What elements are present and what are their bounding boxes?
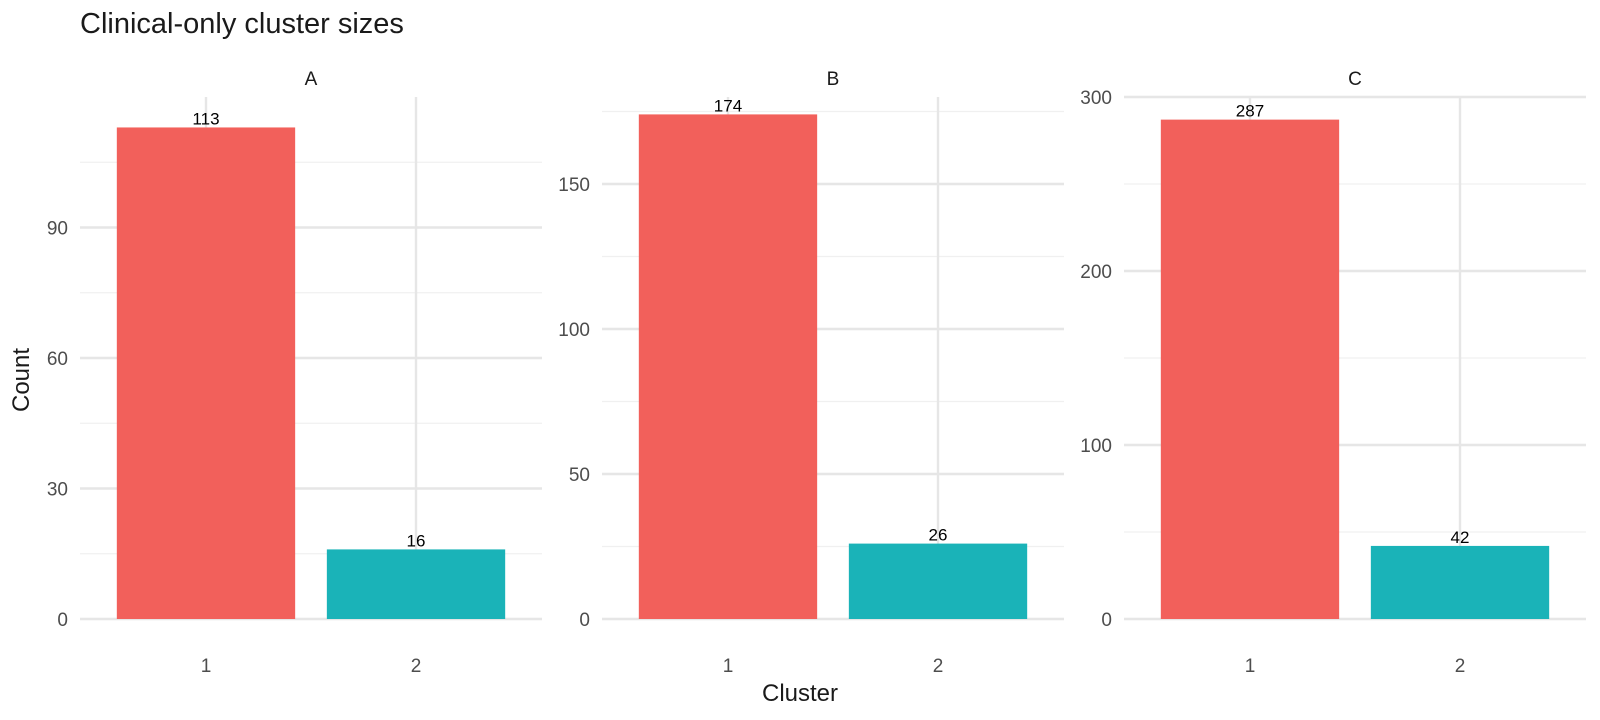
panel-a-bar-1 bbox=[116, 127, 296, 619]
x-axis-label: Cluster bbox=[761, 680, 839, 707]
panel-b-bar-2 bbox=[848, 543, 1028, 619]
panel-c-y-tick-label: 200 bbox=[1080, 262, 1112, 283]
panel-c-data-label-2: 42 bbox=[1451, 528, 1470, 547]
panel-c-y-tick-label: 100 bbox=[1080, 436, 1112, 457]
panel-a-strip-label: A bbox=[305, 69, 318, 90]
panel-c-x-tick-label-2: 2 bbox=[1455, 656, 1466, 677]
panel-a-y-tick-label: 30 bbox=[47, 480, 68, 501]
panel-c-bar-2 bbox=[1370, 545, 1550, 619]
panel-c-y-tick-label: 300 bbox=[1080, 88, 1112, 109]
panel-b-y-tick-label: 150 bbox=[558, 175, 590, 196]
chart-title: Clinical-only cluster sizes bbox=[80, 8, 404, 40]
panel-a-y-tick-label: 60 bbox=[47, 349, 68, 370]
panel-a-y-tick-label: 0 bbox=[57, 610, 68, 631]
panel-a-bar-2 bbox=[326, 549, 506, 619]
panel-b-x-tick-label-1: 1 bbox=[723, 656, 734, 677]
panel-c-strip-label: C bbox=[1348, 69, 1362, 90]
panel-b-strip-label: B bbox=[827, 69, 840, 90]
panel-b-data-label-1: 174 bbox=[714, 96, 742, 115]
panel-a-data-label-1: 113 bbox=[192, 109, 219, 128]
panel-a-y-tick-label: 90 bbox=[47, 219, 68, 240]
panel-b-x-tick-label-2: 2 bbox=[933, 656, 944, 677]
panel-c-bar-1 bbox=[1160, 119, 1340, 620]
panel-c-y-tick-label: 0 bbox=[1101, 610, 1112, 631]
panel-a-data-label-2: 16 bbox=[407, 531, 426, 550]
panel-b-y-tick-label: 0 bbox=[579, 610, 590, 631]
panel-a-x-tick-label-2: 2 bbox=[411, 656, 422, 677]
panel-b-y-tick-label: 100 bbox=[558, 320, 590, 341]
panel-b-bar-1 bbox=[638, 114, 818, 620]
panel-c-x-tick-label-1: 1 bbox=[1245, 656, 1256, 677]
panel-a-x-tick-label-1: 1 bbox=[201, 656, 212, 677]
panel-b-y-tick-label: 50 bbox=[569, 465, 590, 486]
panel-c-data-label-1: 287 bbox=[1236, 102, 1264, 121]
panel-b-data-label-2: 26 bbox=[929, 526, 948, 545]
